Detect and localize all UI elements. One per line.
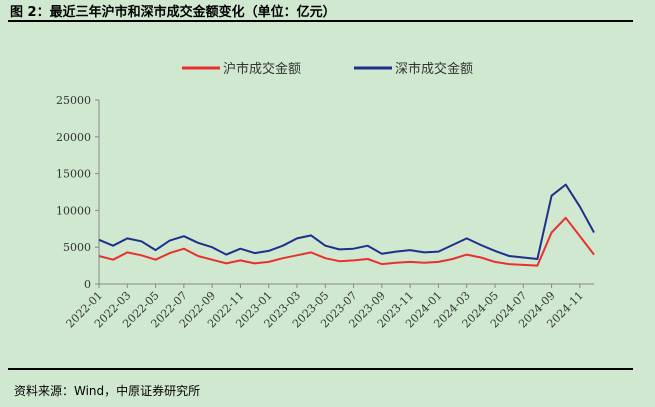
plot-area [98,183,595,267]
y-tick-label: 20000 [56,131,91,144]
y-tick-label: 25000 [56,94,91,107]
legend-label-2: 深市成交金额 [395,61,473,77]
legend-label-1: 沪市成交金额 [223,61,301,77]
top-rule [8,20,633,22]
legend: 沪市成交金额 深市成交金额 [182,61,473,77]
x-axis: 2022-012022-032022-052022-072022-092022-… [64,283,594,330]
y-tick-label: 5000 [63,241,91,254]
y-tick-label: 15000 [56,168,91,181]
y-tick-label: 0 [84,278,91,291]
bottom-rule [8,368,633,370]
y-axis: 0 5000 10000 15000 20000 25000 [56,94,100,291]
series-line-1 [98,216,595,267]
y-tick-label: 10000 [56,204,91,217]
chart-title: 图 2：最近三年沪市和深市成交金额变化（单位：亿元） [10,5,336,20]
source-note: 资料来源：Wind，中原证券研究所 [14,384,201,398]
series-line-2 [98,183,595,260]
